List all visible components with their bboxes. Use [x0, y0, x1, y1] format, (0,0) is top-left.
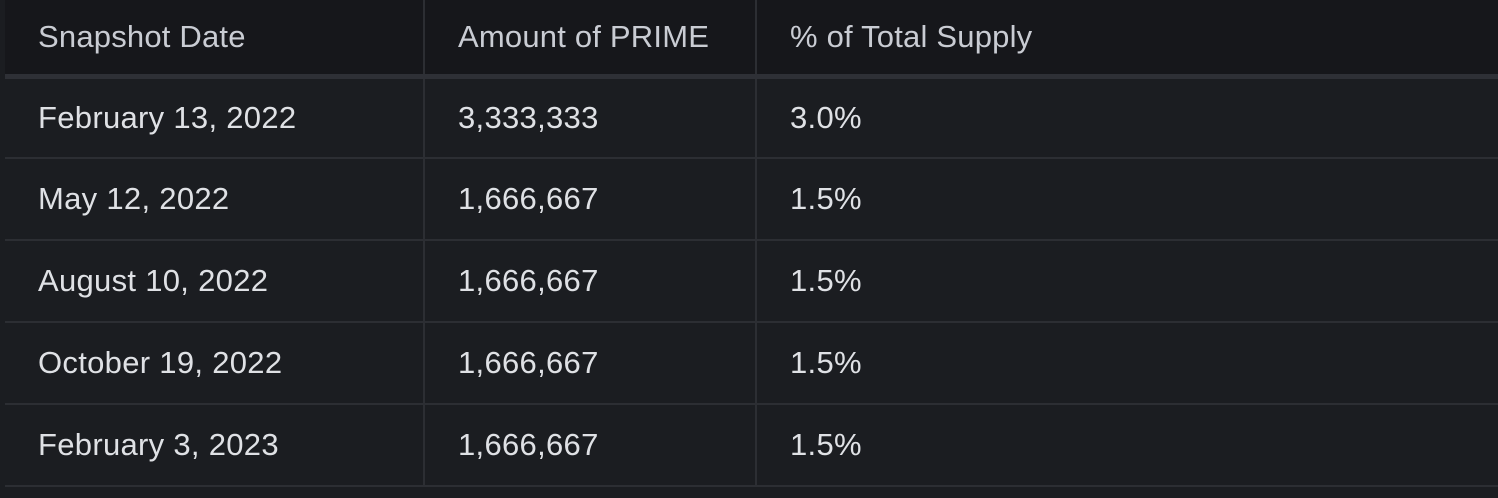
cell-percent: 1.5% — [755, 321, 1498, 404]
cell-percent: 1.5% — [755, 403, 1498, 487]
column-header-amount-of-prime: Amount of PRIME — [423, 0, 756, 79]
table-body: February 13, 2022 3,333,333 3.0% May 12,… — [5, 76, 1498, 487]
cell-amount: 1,666,667 — [423, 157, 756, 240]
cell-amount: 1,666,667 — [423, 239, 756, 322]
column-header-snapshot-date: Snapshot Date — [5, 0, 424, 79]
table-row: February 13, 2022 3,333,333 3.0% — [5, 76, 1498, 158]
table-row: February 3, 2023 1,666,667 1.5% — [5, 403, 1498, 487]
cell-amount: 3,333,333 — [423, 76, 756, 158]
cell-percent: 1.5% — [755, 239, 1498, 322]
snapshot-table-container: Snapshot Date Amount of PRIME % of Total… — [5, 0, 1498, 492]
header-row: Snapshot Date Amount of PRIME % of Total… — [5, 0, 1498, 79]
table-header: Snapshot Date Amount of PRIME % of Total… — [5, 0, 1498, 79]
cell-snapshot-date: May 12, 2022 — [5, 157, 424, 240]
column-header-percent-total-supply: % of Total Supply — [755, 0, 1498, 79]
table-row: October 19, 2022 1,666,667 1.5% — [5, 321, 1498, 404]
cell-amount: 1,666,667 — [423, 321, 756, 404]
cell-snapshot-date: October 19, 2022 — [5, 321, 424, 404]
cell-percent: 1.5% — [755, 157, 1498, 240]
cell-snapshot-date: February 13, 2022 — [5, 76, 424, 158]
snapshot-table: Snapshot Date Amount of PRIME % of Total… — [5, 0, 1498, 487]
table-row: August 10, 2022 1,666,667 1.5% — [5, 239, 1498, 322]
cell-amount: 1,666,667 — [423, 403, 756, 487]
cell-snapshot-date: August 10, 2022 — [5, 239, 424, 322]
table-row: May 12, 2022 1,666,667 1.5% — [5, 157, 1498, 240]
cell-percent: 3.0% — [755, 76, 1498, 158]
cell-snapshot-date: February 3, 2023 — [5, 403, 424, 487]
